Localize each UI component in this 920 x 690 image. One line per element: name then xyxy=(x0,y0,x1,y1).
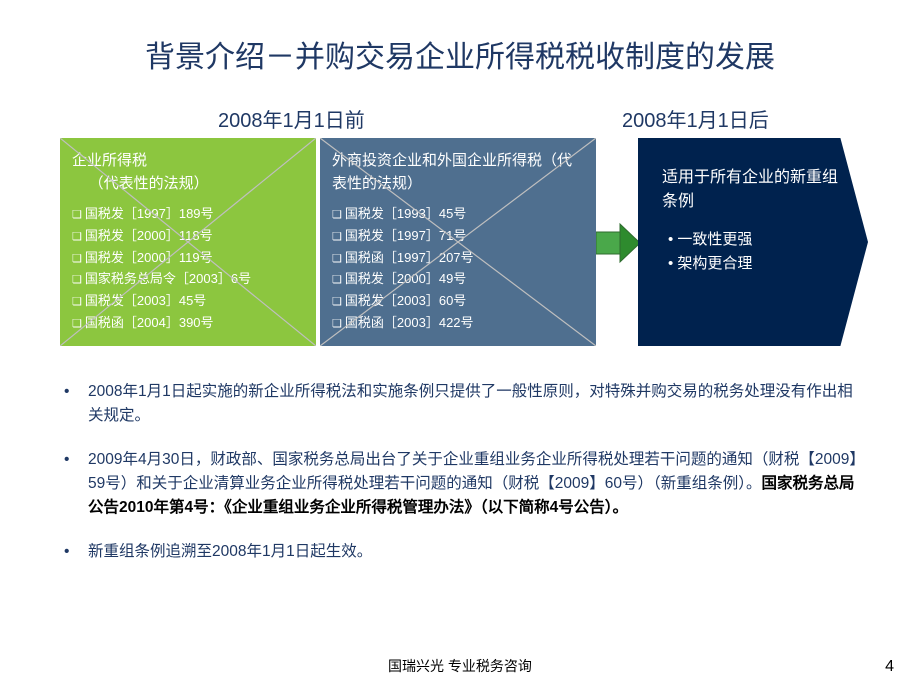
list-item: 国税发［1993］45号 xyxy=(332,203,584,225)
slide: 背景介绍－并购交易企业所得税税收制度的发展 2008年1月1日前 2008年1月… xyxy=(0,0,920,690)
bullet-item: • 2008年1月1日起实施的新企业所得税法和实施条例只提供了一般性原则，对特殊… xyxy=(64,380,864,428)
bullet-text: 2009年4月30日，财政部、国家税务总局出台了关于企业重组业务企业所得税处理若… xyxy=(88,448,864,520)
list-item: 国税发［1997］189号 xyxy=(72,203,304,225)
bullet-item: • 2009年4月30日，财政部、国家税务总局出台了关于企业重组业务企业所得税处… xyxy=(64,448,864,520)
list-item: 国税发［2003］45号 xyxy=(72,290,304,312)
box1-head-line1: 企业所得税 xyxy=(72,152,147,169)
boxes-row: 企业所得税 （代表性的法规） 国税发［1997］189号 国税发［2000］11… xyxy=(60,138,860,356)
bullet-dot-icon: • xyxy=(64,448,88,520)
list-item: 国税函［1997］207号 xyxy=(332,247,584,269)
box3-list: 一致性更强 架构更合理 xyxy=(668,228,848,276)
bullet-text: 新重组条例追溯至2008年1月1日起生效。 xyxy=(88,540,864,564)
list-item: 国税发［1997］71号 xyxy=(332,225,584,247)
page-number: 4 xyxy=(885,658,894,676)
box1-list: 国税发［1997］189号 国税发［2000］118号 国税发［2000］119… xyxy=(72,203,304,334)
page-title: 背景介绍－并购交易企业所得税税收制度的发展 xyxy=(0,0,920,76)
list-item: 国税函［2003］422号 xyxy=(332,312,584,334)
list-item: 国税发［2000］118号 xyxy=(72,225,304,247)
box3-head: 适用于所有企业的新重组条例 xyxy=(662,166,848,214)
period-after-label: 2008年1月1日后 xyxy=(622,104,769,133)
box-domestic-tax: 企业所得税 （代表性的法规） 国税发［1997］189号 国税发［2000］11… xyxy=(60,138,316,346)
footer-text: 国瑞兴光 专业税务咨询 xyxy=(0,656,920,676)
period-before-label: 2008年1月1日前 xyxy=(218,104,365,133)
box1-head-line2: （代表性的法规） xyxy=(89,175,209,192)
box-foreign-tax: 外商投资企业和外国企业所得税（代表性的法规） 国税发［1993］45号 国税发［… xyxy=(320,138,596,346)
bullet-item: • 新重组条例追溯至2008年1月1日起生效。 xyxy=(64,540,864,564)
list-item: 国税发［2000］49号 xyxy=(332,268,584,290)
box2-list: 国税发［1993］45号 国税发［1997］71号 国税函［1997］207号 … xyxy=(332,203,584,334)
list-item: 架构更合理 xyxy=(668,252,848,276)
bullet-dot-icon: • xyxy=(64,540,88,564)
box2-head: 外商投资企业和外国企业所得税（代表性的法规） xyxy=(332,150,584,195)
list-item: 国税发［2003］60号 xyxy=(332,290,584,312)
bullet-text: 2008年1月1日起实施的新企业所得税法和实施条例只提供了一般性原则，对特殊并购… xyxy=(88,380,864,428)
list-item: 国家税务总局令［2003］6号 xyxy=(72,268,304,290)
arrow-right-icon xyxy=(596,222,640,264)
bullet-text-part: 2009年4月30日，财政部、国家税务总局出台了关于企业重组业务企业所得税处理若… xyxy=(88,451,857,492)
bullet-list: • 2008年1月1日起实施的新企业所得税法和实施条例只提供了一般性原则，对特殊… xyxy=(64,380,864,584)
bullet-dot-icon: • xyxy=(64,380,88,428)
list-item: 国税函［2004］390号 xyxy=(72,312,304,334)
list-item: 国税发［2000］119号 xyxy=(72,247,304,269)
list-item: 一致性更强 xyxy=(668,228,848,252)
box-new-regulation: 适用于所有企业的新重组条例 一致性更强 架构更合理 xyxy=(638,138,868,346)
box1-head: 企业所得税 （代表性的法规） xyxy=(72,150,304,195)
